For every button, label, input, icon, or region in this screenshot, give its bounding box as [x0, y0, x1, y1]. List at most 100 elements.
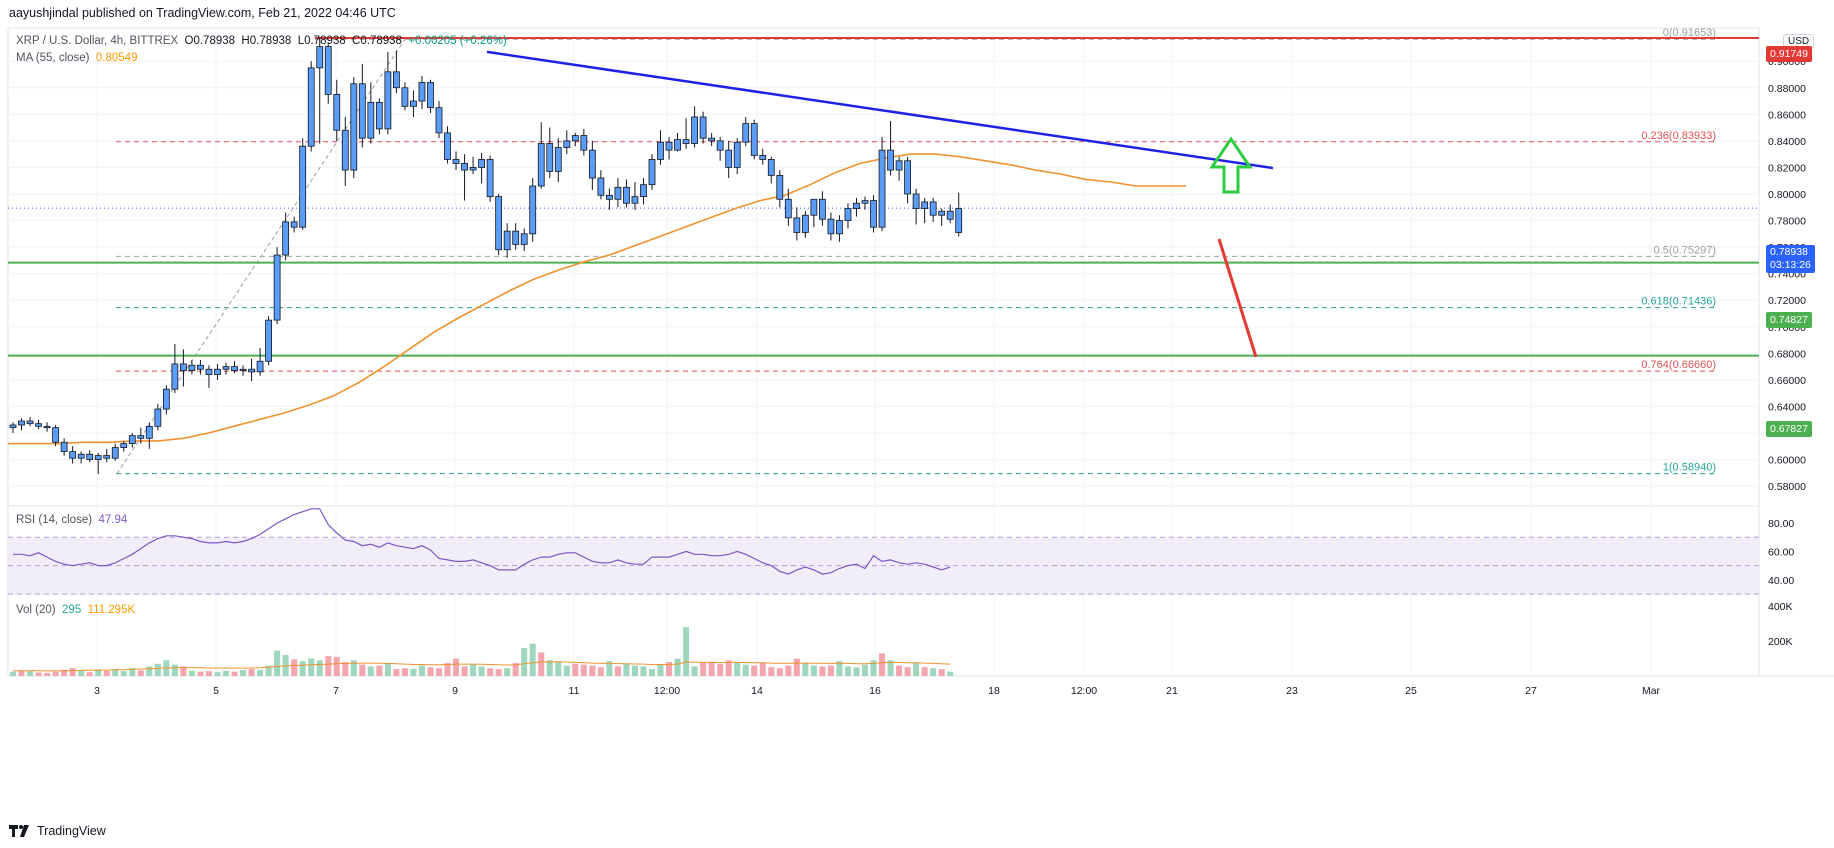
volume-tick-label: 200K — [1768, 636, 1793, 648]
candle-body — [836, 220, 843, 235]
candle — [333, 79, 341, 141]
candle-body — [239, 368, 247, 371]
volume-bar — [785, 665, 792, 676]
candle — [657, 130, 664, 165]
fib-level-label: 0.5(0.75297) — [1654, 244, 1716, 256]
candle — [461, 154, 468, 201]
volume-bar — [546, 660, 553, 676]
volume-bar — [759, 662, 766, 676]
rsi-line — [13, 508, 951, 575]
volume-bar — [649, 669, 655, 676]
candle-body — [103, 455, 111, 459]
candle — [699, 111, 707, 144]
ma-legend[interactable]: MA (55, close) 0.80549 — [16, 52, 137, 64]
candle-body — [290, 221, 298, 228]
candle — [776, 170, 784, 208]
volume-bar — [197, 671, 204, 676]
candle-body — [478, 159, 486, 168]
price-tick-label: 0.82000 — [1768, 162, 1806, 174]
candle-body — [282, 221, 290, 256]
volume-bar — [887, 660, 894, 676]
candle — [836, 215, 843, 242]
fib-level-label: 0.764(0.66660) — [1641, 359, 1716, 371]
candle — [520, 228, 528, 252]
price-tick-label: 0.64000 — [1768, 401, 1806, 413]
price-tick-label: 0.60000 — [1768, 455, 1806, 467]
footer-brand[interactable]: TradingView — [9, 824, 106, 838]
footer-brand-label: TradingView — [37, 824, 106, 838]
symbol-legend[interactable]: XRP / U.S. Dollar, 4h, BITTREX O0.78938 … — [16, 35, 507, 47]
time-tick-label: 25 — [1405, 685, 1417, 697]
chart-area[interactable]: 0(0.91653) 0.236(0.83933) 0.5(0.75297) 0.61… — [0, 0, 1834, 700]
candle-body — [503, 230, 511, 251]
candle — [197, 359, 204, 375]
volume-bar — [802, 662, 809, 676]
candle-body — [810, 198, 818, 216]
tradingview-logo-icon — [9, 825, 29, 837]
volume-bar — [793, 658, 800, 676]
rsi-value: 47.94 — [98, 514, 128, 526]
candle-body — [861, 200, 869, 204]
volume-bar — [614, 666, 621, 676]
volume-bar — [10, 671, 16, 676]
volume-bar — [819, 666, 826, 676]
candle-body — [563, 140, 571, 148]
candle-body — [878, 149, 886, 228]
volume-bar — [725, 660, 732, 676]
candle — [375, 98, 383, 135]
ma-value: 0.80549 — [95, 52, 138, 64]
rsi-tick-label: 80.00 — [1768, 518, 1794, 530]
candle-body — [265, 319, 273, 362]
candle-body — [819, 198, 826, 220]
candle-body — [699, 116, 707, 139]
volume-bar — [265, 665, 272, 676]
candle — [392, 50, 400, 94]
volume-bar — [580, 664, 587, 676]
volume-bar — [938, 669, 945, 676]
volume-bar — [470, 664, 477, 676]
volume-bar — [836, 661, 843, 676]
red-down-arrow-icon — [1217, 238, 1258, 358]
volume-bar — [640, 666, 647, 676]
candle-body — [273, 254, 281, 321]
volume-bar — [86, 672, 93, 676]
candle-body — [427, 82, 434, 109]
candle-body — [529, 185, 537, 235]
volume-bar — [180, 666, 187, 676]
time-tick-label: 5 — [213, 685, 219, 697]
candle-body — [938, 210, 946, 216]
candle-body — [571, 135, 579, 142]
candle — [214, 363, 221, 380]
candle-body — [674, 139, 681, 151]
support-2-price-tag: 0.67827 — [1766, 421, 1812, 437]
volume-bar — [69, 668, 76, 676]
candle — [222, 362, 230, 375]
volume-legend[interactable]: Vol (20) 295 111.295K — [16, 604, 135, 616]
candle-body — [665, 141, 673, 151]
candle-body — [69, 451, 77, 459]
rsi-legend[interactable]: RSI (14, close) 47.94 — [16, 514, 127, 526]
candle — [853, 197, 860, 217]
candle-body — [401, 87, 409, 107]
price-pane — [7, 27, 1760, 507]
volume-bar — [146, 666, 153, 676]
candle — [682, 118, 690, 149]
volume-bar — [691, 666, 698, 676]
volume-bar — [27, 671, 34, 676]
candle — [895, 156, 903, 181]
price-tick-label: 0.88000 — [1768, 83, 1806, 95]
candle — [648, 154, 656, 190]
volume-bar — [137, 670, 144, 676]
candle-body — [631, 196, 639, 204]
candle — [231, 361, 238, 374]
candle-body — [418, 82, 426, 102]
candle-body — [145, 425, 153, 439]
candle-body — [733, 141, 741, 168]
candle — [18, 418, 25, 431]
price-tick-label: 0.72000 — [1768, 295, 1806, 307]
volume-bar — [461, 666, 468, 676]
volume-bar — [35, 672, 42, 676]
price-tick-label: 0.58000 — [1768, 481, 1806, 493]
candle — [248, 358, 255, 382]
time-tick-label: 11 — [569, 685, 580, 697]
